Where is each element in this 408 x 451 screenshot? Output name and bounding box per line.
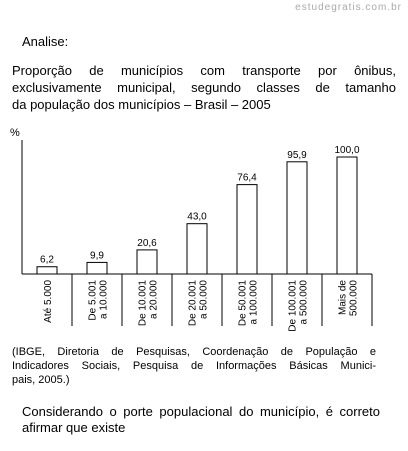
category-label: a 20.000 [149,280,160,319]
category-label: Mais de [338,280,349,315]
question-line: da população dos municípios – Brasil – 2… [12,97,271,112]
value-label: 95,9 [287,150,307,161]
value-label: 76,4 [237,173,257,184]
question-line: exclusivamente municipal, segundo classe… [12,80,396,95]
source-line: Indicadores Sociais, Pesquisa de Informa… [12,360,376,372]
prompt-line: Considerando o porte populacional do mun… [22,404,380,419]
value-label: 100,0 [334,145,359,156]
bar [36,266,58,275]
category-label: Até 5.000 [43,280,54,323]
category-label: De 10.001 [138,280,149,327]
y-axis-label: % [10,127,20,139]
category-label: De 100.001 [288,280,299,332]
value-label: 20,6 [137,238,157,249]
source-line: pais, 2005.) [12,374,70,386]
value-label: 43,0 [187,212,207,223]
bar [136,249,158,275]
source: (IBGE, Diretoria de Pesquisas, Coordenaç… [12,345,376,387]
prompt-line: afirmar que existe [22,420,126,435]
category-label: a 100.000 [249,280,260,325]
bar [336,156,358,275]
watermark: estudegratis.com.br [295,2,402,13]
category-label: a 10.000 [99,280,110,319]
chart: % 6,2 Até 5.000 9,9 De 5.001 a 10.000 20,6 De 1… [10,127,373,332]
prompt: Considerando o porte populacional do mun… [22,404,380,436]
intro: Analise: [22,34,69,49]
category-label: De 20.001 [188,280,199,327]
value-label: 6,2 [40,255,54,266]
category-label: a 500.000 [299,280,310,325]
category-label: De 50.001 [238,280,249,327]
bar [236,184,258,275]
question: Proporção de municípios com transporte p… [12,62,396,113]
bar [86,261,108,275]
value-label: 9,9 [90,250,104,261]
question-line: Proporção de municípios com transporte p… [12,63,396,78]
category-label: a 50.000 [199,280,210,319]
bar [286,161,308,275]
category-label: 500.000 [349,280,360,317]
category-label: De 5.001 [88,280,99,321]
bar [186,223,208,275]
source-line: (IBGE, Diretoria de Pesquisas, Coordenaç… [12,346,376,358]
